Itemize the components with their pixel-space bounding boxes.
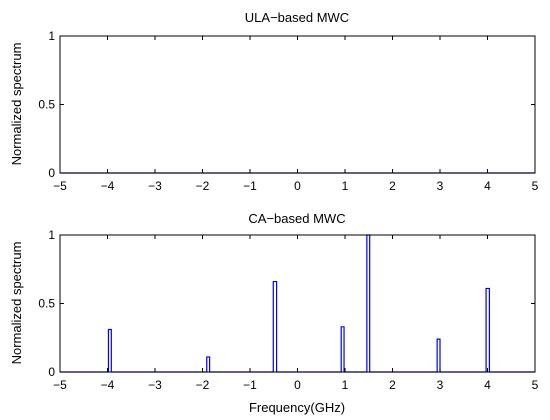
plot-frame [59,35,536,174]
x-tick-label: −3 [148,179,162,193]
x-tick-label: −4 [101,179,115,193]
x-tick-label: −1 [243,179,257,193]
ca-subplot: CA−based MWC Normalized spectrum Frequen… [9,211,539,415]
y-tick-label: 1 [48,228,55,242]
y-tick-label: 0 [48,365,55,379]
tick-marks [59,234,536,373]
x-tick-label: 4 [484,378,491,392]
tick-marks [59,35,536,174]
x-tick-label: 3 [437,378,444,392]
subplot-title: ULA−based MWC [245,10,349,25]
y-tick-label: 0.5 [38,297,55,311]
y-tick-label: 0 [48,166,55,180]
x-tick-label: 0 [294,378,301,392]
x-tick-label: 0 [294,179,301,193]
x-tick-label: 2 [389,378,396,392]
x-tick-label: −1 [243,378,257,392]
x-tick-label: −4 [101,378,115,392]
subplot-title: CA−based MWC [248,211,345,226]
x-tick-label: −2 [196,378,210,392]
tick-labels: −5 −4 −3 −2 −1 0 1 2 3 4 5 0 0.5 1 [38,228,538,392]
y-tick-label: 0.5 [38,98,55,112]
plot-frame [59,234,536,373]
plot-marks [60,234,535,373]
x-tick-label: −5 [53,179,67,193]
ula-subplot: ULA−based MWC Normalized spectrum −5 −4 −3… [9,10,539,193]
x-tick-label: −2 [196,179,210,193]
tick-labels: −5 −4 −3 −2 −1 0 1 2 3 4 5 0 0.5 1 [38,29,538,193]
x-tick-label: 1 [342,179,349,193]
x-tick-label: 2 [389,179,396,193]
y-tick-label: 1 [48,29,55,43]
y-axis-label: Normalized spectrum [9,242,24,365]
spectrum-line [60,234,535,373]
y-axis-label: Normalized spectrum [9,43,24,166]
x-tick-label: −3 [148,378,162,392]
x-tick-label: 3 [437,179,444,193]
x-tick-label: −5 [53,378,67,392]
x-tick-label: 4 [484,179,491,193]
x-axis-label: Frequency(GHz) [249,400,345,415]
x-tick-label: 1 [342,378,349,392]
x-tick-label: 5 [532,179,539,193]
x-tick-label: 5 [532,378,539,392]
